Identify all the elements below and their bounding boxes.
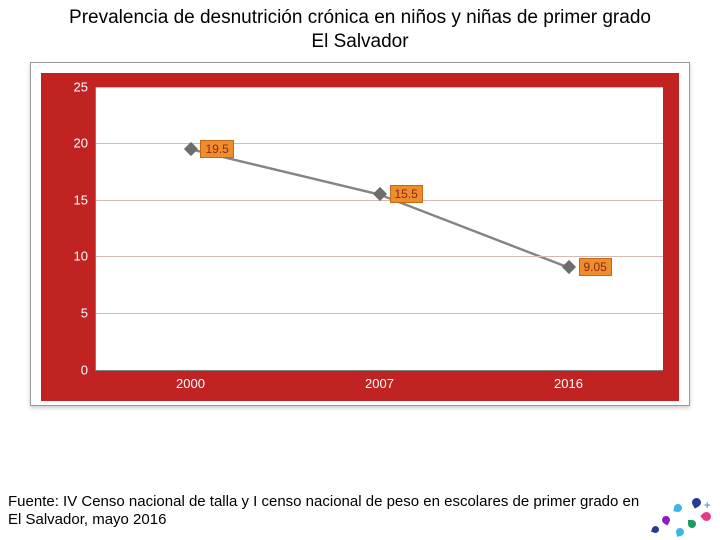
decoration-petal [688,520,696,528]
chart-xtick-label: 2016 [554,376,583,391]
corner-decoration: + [644,490,714,538]
chart-ytick-label: 25 [74,79,88,94]
chart-series-line [191,149,569,267]
chart-data-label: 15.5 [390,185,423,203]
chart-title: Prevalencia de desnutrición crónica en n… [0,0,720,56]
chart-ytick-label: 15 [74,192,88,207]
decoration-petal [700,510,713,523]
chart-xtick-label: 2007 [365,376,394,391]
decoration-petal [673,503,682,512]
chart-ytick-label: 20 [74,136,88,151]
decoration-petal [675,527,685,537]
chart-data-label: 9.05 [579,258,612,276]
chart-plot-region: 0 5 10 15 20 25 2000 2007 2016 19.5 15.5 9.05 [41,73,679,401]
decoration-petal [661,515,672,526]
chart-line-svg [96,87,663,370]
decoration-petal [651,525,660,534]
chart-ytick-label: 0 [81,362,88,377]
title-line2: El Salvador [311,31,408,52]
chart-gridline [96,87,663,88]
chart-gridline [96,313,663,314]
chart-ytick-label: 5 [81,305,88,320]
chart-data-label: 19.5 [200,140,233,158]
chart-frame: 0 5 10 15 20 25 2000 2007 2016 19.5 15.5 9.05 [30,62,690,406]
source-note: Fuente: IV Censo nacional de talla y I c… [8,493,640,531]
chart-container: 0 5 10 15 20 25 2000 2007 2016 19.5 15.5 9.05 [30,62,690,406]
decoration-plus-icon: + [704,500,710,512]
chart-ytick-label: 10 [74,249,88,264]
decoration-petal [690,496,702,508]
chart-gridline [96,143,663,144]
chart-xtick-label: 2000 [176,376,205,391]
title-line1: Prevalencia de desnutrición crónica en n… [69,7,651,28]
chart-plot-area: 051015202520002007201619.515.59.05 [95,87,663,371]
